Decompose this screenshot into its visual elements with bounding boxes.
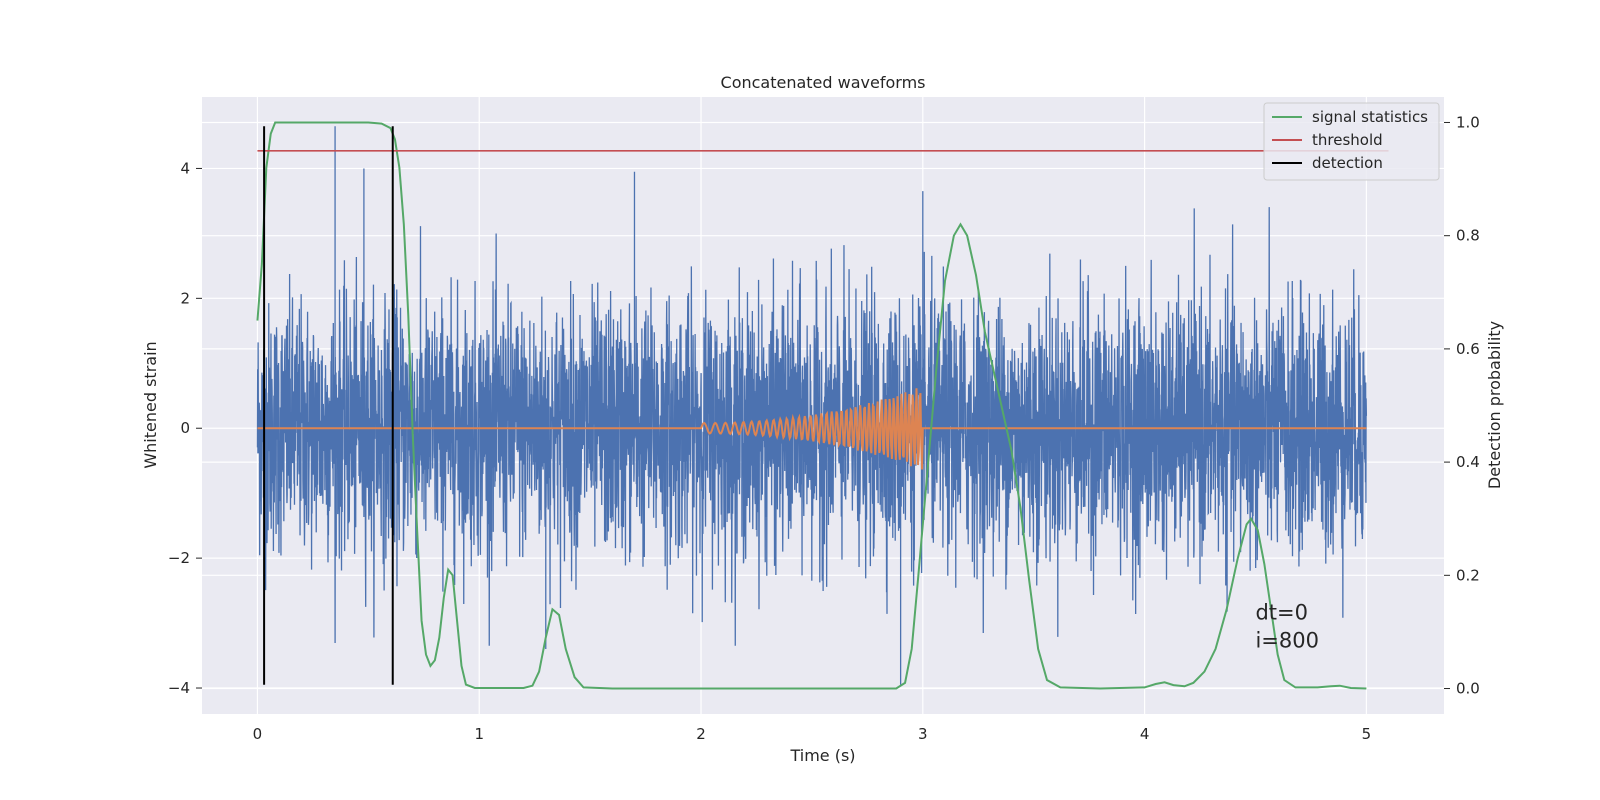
y2-tick-label: 0.0: [1456, 680, 1480, 698]
x-tick-label: 2: [696, 725, 706, 743]
y-tick-label: 2: [180, 289, 190, 307]
signal-statistics-line: [256, 121, 1367, 690]
x-tick-label: 3: [918, 725, 928, 743]
y2-tick-label: 0.6: [1456, 340, 1480, 358]
y2-tick-label: 0.8: [1456, 227, 1480, 245]
legend-box: [1263, 102, 1440, 181]
y-axis-label: Whitened strain: [141, 341, 160, 468]
legend-label: detection: [1312, 154, 1383, 172]
x-tick-label: 1: [474, 725, 484, 743]
x-tick-label: 4: [1140, 725, 1150, 743]
annotation-line: i=800: [1255, 629, 1319, 653]
chart-title: Concatenated waveforms: [721, 73, 926, 92]
y-tick-label: 0: [180, 419, 190, 437]
y-tick-label: 4: [180, 159, 190, 177]
plot-layer: [256, 121, 1389, 690]
y-tick-label: −4: [168, 679, 190, 697]
y2-tick-label: 0.4: [1456, 453, 1480, 471]
annotation-line: dt=0: [1255, 601, 1308, 625]
tick-labels: 0 1 2 3 4 5 −4 −2 0 2 4 0.0 0.2 0.4 0.6 0.8 1.0: [168, 113, 1480, 743]
template-series-line: [257, 388, 1367, 470]
y-tick-label: −2: [168, 549, 190, 567]
strain-series-line: [256, 126, 1368, 685]
x-tick-label: 5: [1362, 725, 1372, 743]
annotation-text: dt=0 i=800: [1255, 601, 1319, 653]
x-tick-label: 0: [253, 725, 263, 743]
y2-tick-label: 1.0: [1456, 113, 1480, 131]
x-axis-label: Time (s): [789, 746, 855, 765]
y2-tick-label: 0.2: [1456, 566, 1480, 584]
y2-axis-label: Detection probability: [1485, 321, 1504, 489]
legend: signal statistics threshold detection: [1263, 102, 1440, 181]
legend-label: signal statistics: [1312, 108, 1428, 126]
legend-label: threshold: [1312, 131, 1383, 149]
